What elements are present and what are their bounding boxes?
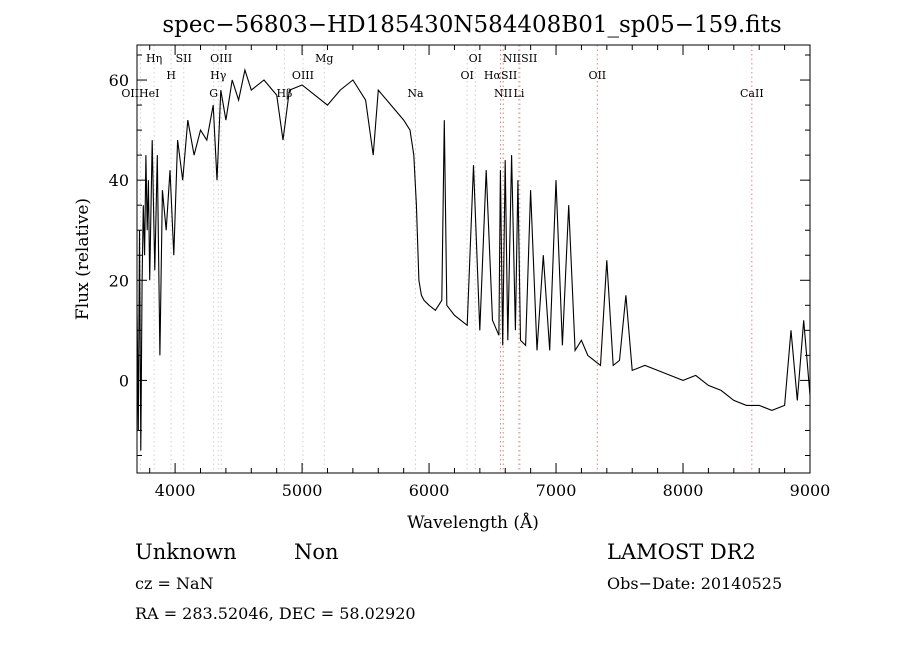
x-axis-label: Wavelength (Å) [407,512,539,533]
line-label: OII [588,69,606,82]
y-tick-label: 0 [119,371,129,390]
redshift-text: cz = NaN [135,574,214,593]
x-axis: 4000 5000 6000 7000 8000 9000 [149,45,831,500]
line-label: H [166,69,176,82]
line-label: SII [176,52,192,65]
object-subclass: Non [294,540,339,564]
line-label: Li [514,87,525,100]
x-tick-label: 8000 [663,481,704,500]
line-label: OI [469,52,482,65]
line-label: CaII [740,87,764,100]
chart-title: spec−56803−HD185430N584408B01_sp05−159.f… [162,12,781,38]
line-label: G [209,87,218,100]
obs-date: Obs−Date: 20140525 [607,574,782,593]
x-tick-label: 7000 [536,481,577,500]
line-label: OIII [292,69,314,82]
line-label: OIII [210,52,232,65]
line-label: Hγ [210,69,227,82]
x-tick-label: 5000 [282,481,323,500]
x-tick-label: 6000 [409,481,450,500]
line-label: Hβ [276,87,292,100]
line-label: Hη [146,52,162,65]
y-axis: 0 20 40 60 [109,54,810,456]
line-label: HαSII [484,69,517,82]
line-label: Na [407,87,424,100]
plot-frame [136,44,811,474]
x-tick-label: 9000 [790,481,831,500]
y-tick-label: 20 [109,271,129,290]
line-label: OIIHeI [121,87,159,100]
y-tick-label: 40 [109,171,129,190]
line-label: OI [460,69,473,82]
spectrum-series-line [136,67,811,451]
survey-name: LAMOST DR2 [607,540,756,564]
line-label: NIISII [503,52,538,65]
y-tick-label: 60 [109,71,129,90]
x-tick-label: 4000 [155,481,196,500]
line-label: Mg [315,52,333,65]
y-axis-label: Flux (relative) [73,198,93,320]
object-class: Unknown [135,540,237,564]
line-label: NII [494,87,512,100]
coordinates-text: RA = 283.52046, DEC = 58.02920 [135,604,416,623]
